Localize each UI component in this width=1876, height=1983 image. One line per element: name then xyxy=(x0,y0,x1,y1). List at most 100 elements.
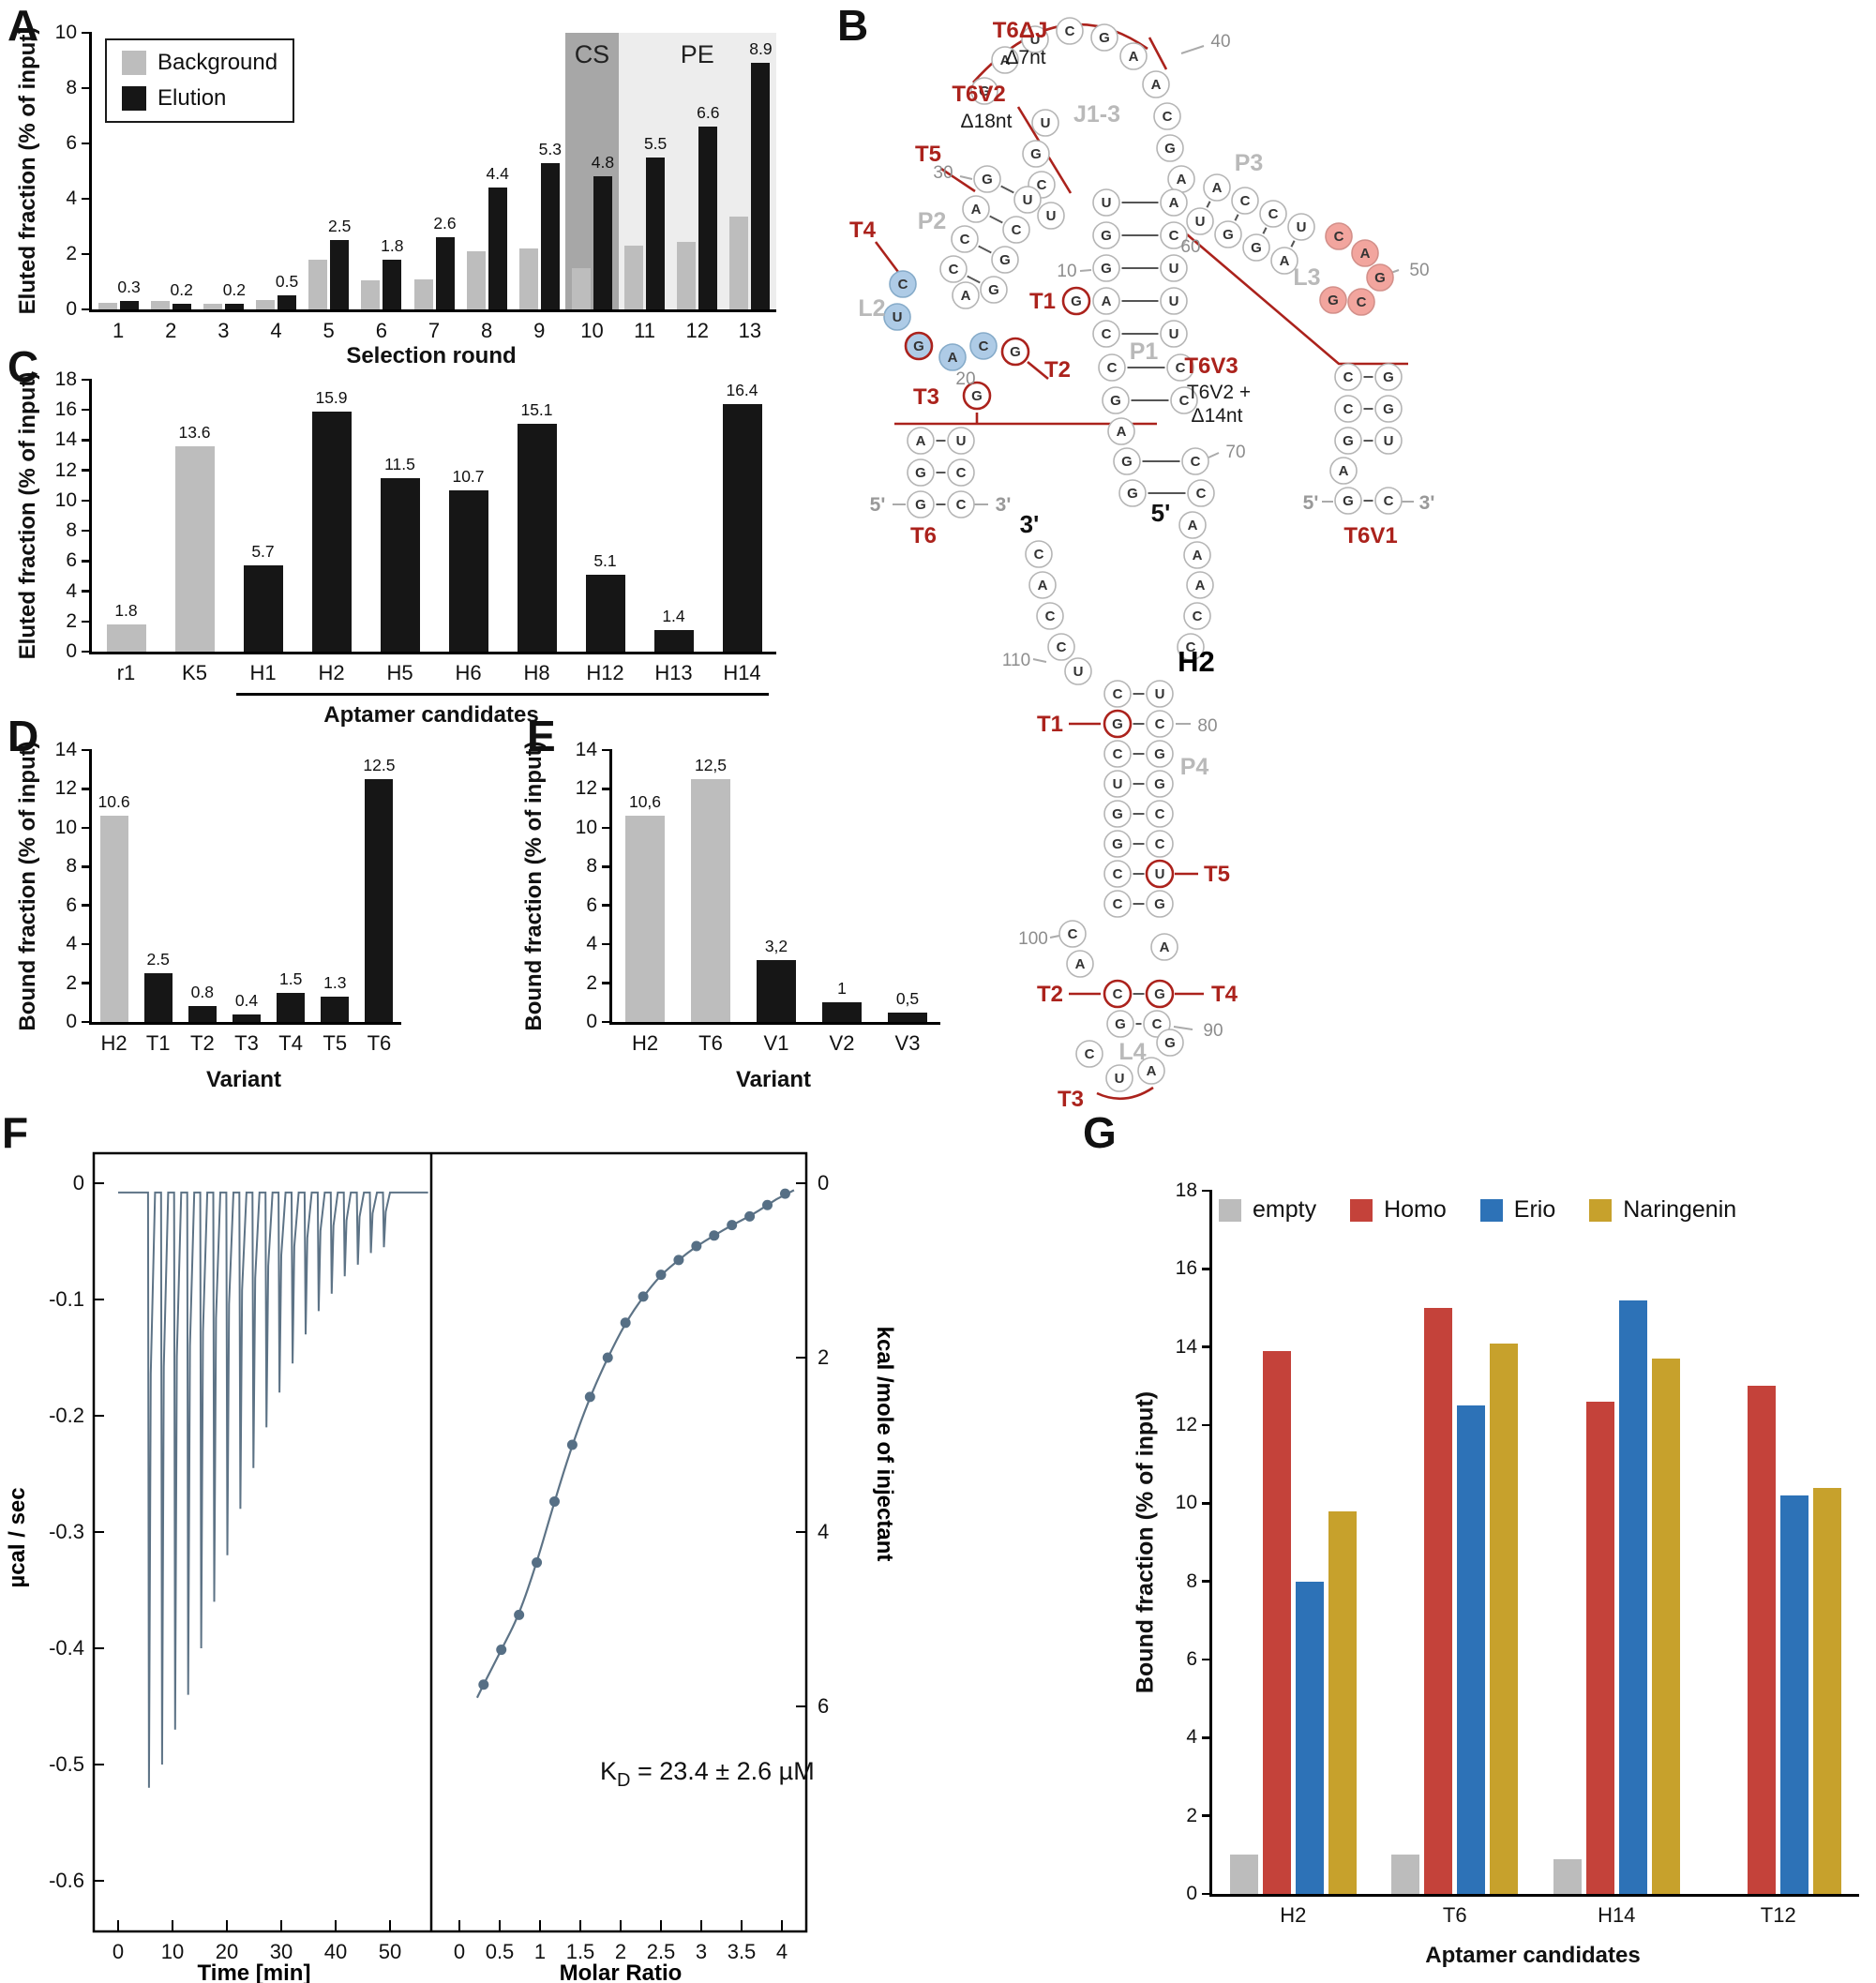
svg-text:U: U xyxy=(1195,214,1206,230)
structure-label: Δ7nt xyxy=(1005,47,1045,68)
nucleotide-A xyxy=(1178,511,1207,539)
y-tick-label: 14 xyxy=(54,739,77,760)
nucleotide-A xyxy=(1107,417,1135,445)
nucleotide-G xyxy=(1146,740,1174,768)
x-category-label: H2 xyxy=(318,661,345,684)
bar-2-Elution xyxy=(172,304,191,309)
bar-value-label: 15.9 xyxy=(315,387,348,407)
x-category-label: T3 xyxy=(234,1031,259,1055)
nucleotide-G xyxy=(970,77,998,105)
svg-text:G: G xyxy=(1154,896,1165,912)
nucleotide-C xyxy=(1325,222,1353,250)
svg-text:A: A xyxy=(1147,1063,1157,1079)
svg-text:1: 1 xyxy=(534,1940,546,1963)
nucleotide-A xyxy=(1186,571,1214,599)
x-category-label: 11 xyxy=(634,319,656,342)
bar-value-label: 1.3 xyxy=(323,973,347,993)
svg-text:C: C xyxy=(1113,866,1123,882)
structure-label: 100 xyxy=(1018,929,1048,949)
x-category-label: H13 xyxy=(654,661,693,684)
x-category-label: T6 xyxy=(698,1031,723,1055)
structure-label: Δ14nt xyxy=(1192,405,1243,427)
nucleotide-U xyxy=(1021,25,1049,53)
svg-text:C: C xyxy=(1334,229,1344,245)
svg-text:C: C xyxy=(1186,639,1196,655)
nucleotide-G xyxy=(1156,1029,1184,1057)
svg-text:G: G xyxy=(1343,433,1354,449)
svg-text:G: G xyxy=(1343,493,1354,509)
nucleotide-A xyxy=(1329,457,1358,485)
nucleotide-G xyxy=(1103,800,1132,828)
structure-label: T5 xyxy=(1204,862,1230,887)
nucleotide-G xyxy=(1118,479,1147,507)
svg-text:C: C xyxy=(1107,360,1118,376)
structure-label: 3' xyxy=(1020,510,1040,538)
x-category-label: 5 xyxy=(323,319,335,342)
nucleotide-A xyxy=(1351,239,1379,267)
x-category-label: V1 xyxy=(763,1031,789,1055)
y-tick-label: 14 xyxy=(1175,1335,1197,1358)
panel-c-x-axis-title: Aptamer candidates xyxy=(323,702,539,728)
y-axis-tick xyxy=(602,826,612,830)
panel-g-label: G xyxy=(1083,1108,1117,1157)
Naringenin-swatch xyxy=(1589,1198,1613,1222)
nucleotide-U xyxy=(1092,188,1120,217)
x-category-label: V3 xyxy=(894,1031,921,1055)
structure-label: 40 xyxy=(1210,32,1230,52)
y-axis-tick xyxy=(82,620,92,623)
svg-text:A: A xyxy=(948,350,958,366)
structure-label: T1 xyxy=(1037,712,1063,737)
nucleotide-C xyxy=(1056,17,1084,45)
nucleotide-A xyxy=(1066,950,1094,978)
structure-label: 10 xyxy=(1057,262,1076,281)
svg-text:U: U xyxy=(1030,32,1041,48)
nucleotide-C xyxy=(1177,633,1205,661)
panel-a-bar-chart: CS PE 0 2 4 6 8 10 1 0.3 2 0.2 3 0.2 4 0.5 5 2.5 6 1.8 7 2.6 8… xyxy=(55,22,776,342)
y-tick-label: 6 xyxy=(66,132,77,154)
bar-value-label: 12,5 xyxy=(694,756,728,775)
Erio-swatch xyxy=(1479,1198,1503,1222)
svg-text:C: C xyxy=(1068,926,1078,942)
svg-text:G: G xyxy=(1030,146,1042,162)
structure-label: T3 xyxy=(913,384,939,410)
y-axis-tick xyxy=(82,197,92,201)
bar-H2-empty xyxy=(1229,1855,1258,1894)
nucleotide-C xyxy=(1183,602,1211,630)
nucleotide-C xyxy=(1347,288,1375,316)
y-axis-tick xyxy=(1202,1658,1212,1661)
bar-H2-Homo xyxy=(1262,1350,1291,1894)
bar-value-label: 0.8 xyxy=(190,983,214,1002)
nucleotide-C xyxy=(1025,540,1053,568)
panel-d-x-axis-title: Variant xyxy=(205,1067,282,1092)
svg-text:U: U xyxy=(1102,195,1112,211)
svg-text:U: U xyxy=(1115,1071,1125,1087)
svg-text:20: 20 xyxy=(216,1940,238,1963)
y-tick-label: 2 xyxy=(66,243,77,264)
nucleotide-U xyxy=(1105,1064,1133,1092)
bar-7-Background xyxy=(413,278,433,309)
bar-H1 xyxy=(243,565,283,652)
panel-e-y-axis-title: Bound fraction (% of input) xyxy=(521,741,547,1031)
nucleotide-G xyxy=(1366,263,1394,292)
nucleotide-C xyxy=(1170,386,1198,414)
y-axis-tick xyxy=(602,982,612,984)
nucleotide-C xyxy=(1374,487,1403,515)
bar-value-label: 1.8 xyxy=(381,235,404,255)
svg-text:C: C xyxy=(1155,716,1165,732)
nucleotide-G xyxy=(980,276,1008,304)
nucleotide-U xyxy=(1031,109,1059,137)
svg-text:µcal / sec: µcal / sec xyxy=(5,1487,30,1587)
nucleotide-U xyxy=(1186,207,1214,235)
nucleotide-C xyxy=(1058,920,1087,948)
structure-label: P1 xyxy=(1130,338,1159,365)
svg-text:U: U xyxy=(1155,866,1165,882)
svg-text:A: A xyxy=(961,288,971,304)
y-tick-label: 0 xyxy=(1186,1883,1197,1904)
bar-value-label: 15.1 xyxy=(520,399,553,419)
y-axis-tick xyxy=(82,529,92,533)
nucleotide-A xyxy=(1183,541,1211,569)
svg-text:C: C xyxy=(1113,896,1123,912)
structure-label: P2 xyxy=(918,208,947,234)
nucleotide-G xyxy=(1090,23,1118,52)
